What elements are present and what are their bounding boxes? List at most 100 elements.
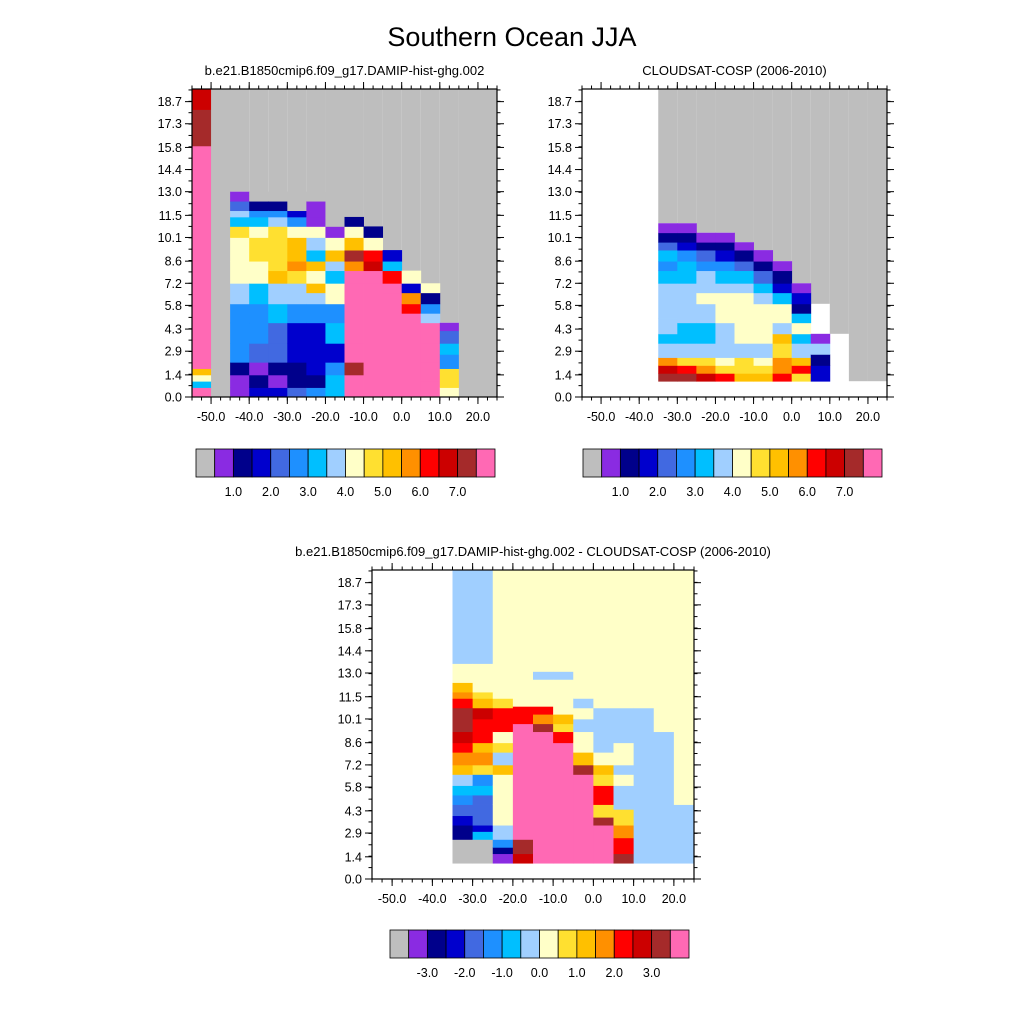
x-tick-label: -20.0 xyxy=(311,410,340,424)
heatmap-cell xyxy=(633,570,655,709)
colorbar-box xyxy=(595,929,615,959)
x-tick-label: -20.0 xyxy=(499,892,528,906)
missing-cell xyxy=(829,89,849,334)
heatmap-cell xyxy=(192,368,212,376)
y-tick-label: 1.4 xyxy=(345,850,362,864)
heatmap-cell xyxy=(452,785,474,796)
y-tick-label: 10.1 xyxy=(548,231,572,245)
heatmap-cell xyxy=(772,333,793,344)
heatmap-cell xyxy=(268,237,288,262)
heatmap-cell xyxy=(306,362,326,376)
heatmap-cell xyxy=(492,663,514,699)
missing-cell xyxy=(715,89,735,233)
heatmap-cell xyxy=(715,242,735,251)
y-tick-label: 8.6 xyxy=(165,255,182,269)
heatmap-cell xyxy=(306,387,326,398)
colorbar-box xyxy=(382,448,402,478)
heatmap-cell xyxy=(677,322,697,344)
heatmap-cell xyxy=(344,362,364,376)
colorbar-label: 4.0 xyxy=(724,485,741,499)
missing-cell xyxy=(401,89,421,277)
heatmap-cell xyxy=(230,362,250,376)
heatmap-cell xyxy=(401,292,422,305)
heatmap-cell xyxy=(658,318,678,335)
colorbar-box xyxy=(769,448,789,478)
heatmap-cell xyxy=(452,752,474,766)
heatmap-cell xyxy=(325,322,345,344)
colorbar-box xyxy=(475,448,496,478)
heatmap-cell xyxy=(492,847,514,855)
heatmap-cell xyxy=(192,374,212,382)
y-tick-label: 5.8 xyxy=(345,781,362,795)
heatmap-cell xyxy=(306,237,326,251)
heatmap-cell xyxy=(287,322,307,344)
heatmap-cell xyxy=(573,742,594,753)
heatmap-cell xyxy=(677,283,697,305)
colorbar-box xyxy=(806,448,827,478)
colorbar-box xyxy=(501,929,522,959)
heatmap-cell xyxy=(472,731,494,744)
heatmap-cell xyxy=(230,226,250,238)
heatmap-cell xyxy=(573,764,594,775)
heatmap-cell xyxy=(613,764,635,775)
heatmap-cell xyxy=(268,226,288,238)
heatmap-cell xyxy=(306,226,326,238)
heatmap-cell xyxy=(653,570,675,733)
heatmap-cell xyxy=(791,322,812,335)
colorbar-box xyxy=(825,448,846,478)
heatmap-cell xyxy=(287,191,307,212)
heatmap-cell xyxy=(677,223,697,234)
colorbar-box xyxy=(844,448,864,478)
heatmap-cell xyxy=(230,343,250,363)
heatmap-cell xyxy=(401,270,422,284)
heatmap-cell xyxy=(658,232,678,243)
heatmap-cell xyxy=(696,365,716,374)
heatmap-cell xyxy=(613,742,635,766)
heatmap-cell xyxy=(492,752,514,766)
heatmap-cell xyxy=(677,303,697,324)
heatmap-cell xyxy=(287,374,307,388)
heatmap-cell xyxy=(344,261,364,272)
heatmap-cell xyxy=(230,261,250,284)
colorbar-box xyxy=(676,448,696,478)
heatmap-cell xyxy=(673,804,695,864)
heatmap-cell xyxy=(230,210,250,218)
heatmap-cell xyxy=(268,216,288,227)
colorbar-box xyxy=(632,929,653,959)
y-tick-label: 17.3 xyxy=(548,117,572,131)
heatmap-cell xyxy=(492,764,514,775)
heatmap-cell xyxy=(512,723,534,840)
colorbar-label: 5.0 xyxy=(761,485,778,499)
heatmap-cell xyxy=(658,333,678,344)
heatmap-cell xyxy=(306,283,326,294)
heatmap-cell xyxy=(791,365,812,374)
colorbar-box xyxy=(694,448,715,478)
colorbar-box xyxy=(613,929,634,959)
heatmap-cell xyxy=(553,723,574,733)
missing-cell xyxy=(382,89,402,265)
y-tick-label: 11.5 xyxy=(159,209,182,223)
heatmap-cell xyxy=(613,853,635,864)
heatmap-cell xyxy=(533,714,554,725)
heatmap-cell xyxy=(249,191,269,202)
panel-cloudsat: CLOUDSAT-COSP (2006-2010) -50.0 -40.0 -30.0… xyxy=(548,63,894,499)
heatmap-cell xyxy=(533,570,554,672)
y-tick-label: 0.0 xyxy=(345,873,362,887)
heatmap-cell xyxy=(715,343,735,358)
heatmap-cell xyxy=(810,333,831,344)
colorbar-box xyxy=(214,448,234,478)
heatmap-cell xyxy=(734,322,754,344)
missing-cell xyxy=(734,89,754,243)
heatmap-cell xyxy=(677,270,697,284)
heatmap-cell xyxy=(753,292,774,305)
heatmap-cell xyxy=(772,303,793,324)
heatmap-cell xyxy=(472,570,494,664)
heatmap-cell xyxy=(472,752,494,766)
heatmap-cell xyxy=(452,682,474,693)
x-tick-label: -50.0 xyxy=(378,892,407,906)
heatmap-cell xyxy=(734,261,754,272)
x-tick-label: -20.0 xyxy=(701,410,730,424)
colorbar-box xyxy=(289,448,309,478)
heatmap-cell xyxy=(772,343,793,358)
heatmap-cell xyxy=(249,237,269,262)
